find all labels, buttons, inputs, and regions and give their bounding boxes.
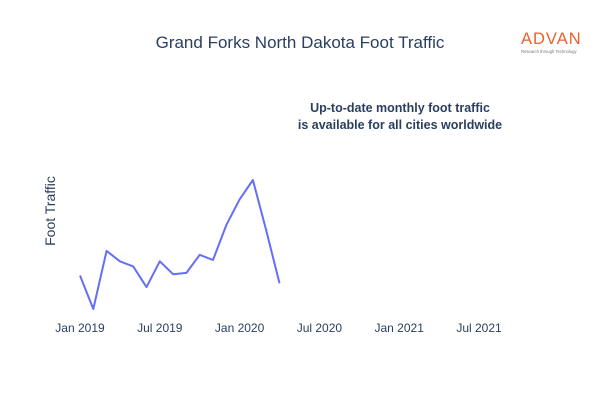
y-axis-label: Foot Traffic (42, 176, 58, 246)
chart-title: Grand Forks North Dakota Foot Traffic (155, 33, 445, 52)
advan-logo: ADVAN Research through Technology (521, 30, 582, 54)
logo-wordmark: ADVAN (521, 30, 582, 48)
x-tick-label: Jan 2021 (375, 321, 425, 335)
annotation-line-2: is available for all cities worldwide (297, 118, 503, 132)
x-axis-ticks: Jan 2019 Jul 2019 Jan 2020 Jul 2020 Jan 2021… (55, 321, 502, 335)
x-tick-label: Jan 2019 (55, 321, 105, 335)
x-tick-label: Jul 2021 (456, 321, 502, 335)
x-tick-label: Jan 2020 (215, 321, 265, 335)
x-tick-label: Jul 2019 (137, 321, 183, 335)
x-tick-label: Jul 2020 (297, 321, 343, 335)
logo-tagline: Research through Technology (521, 49, 577, 54)
series-line (79, 179, 281, 310)
annotation-line-1: Up-to-date monthly foot traffic (310, 101, 490, 115)
series-group (79, 179, 281, 310)
chart-annotation: Up-to-date monthly foot traffic is avail… (240, 100, 560, 134)
